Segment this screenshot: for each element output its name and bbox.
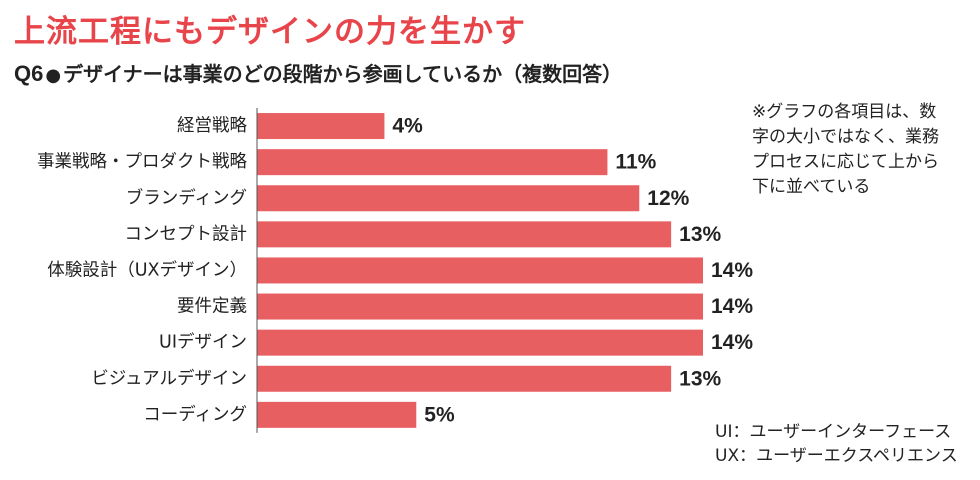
bar xyxy=(257,329,703,356)
value-label: 13% xyxy=(679,367,721,390)
value-label: 4% xyxy=(392,115,423,138)
bar xyxy=(257,401,417,428)
bar xyxy=(257,293,703,320)
value-label: 14% xyxy=(711,259,753,282)
category-label: 体験設計（UXデザイン） xyxy=(47,259,247,280)
chart-headline: 上流工程にもデザインの力を生かす xyxy=(14,14,526,50)
note-line: ※グラフの各項目は、数 xyxy=(752,102,937,122)
note-line: 字の大小ではなく、業務 xyxy=(752,127,939,147)
bullet-icon: ● xyxy=(45,65,62,86)
bar xyxy=(257,149,608,176)
bar xyxy=(257,185,640,212)
value-label: 13% xyxy=(679,223,721,246)
question-number: Q6 xyxy=(14,61,44,86)
category-label: コンセプト設計 xyxy=(125,224,248,244)
legend-ux-line: UX：ユーザーエクスペリエンス xyxy=(715,446,958,466)
category-label: ビジュアルデザイン xyxy=(91,368,247,389)
value-label: 12% xyxy=(647,187,689,210)
value-label: 14% xyxy=(711,295,753,318)
category-label: 経営戦略 xyxy=(177,116,247,136)
bar xyxy=(257,221,672,248)
category-label: コーディング xyxy=(143,404,247,425)
category-label: ブランディング xyxy=(126,187,247,208)
note-line: プロセスに応じて上から xyxy=(752,152,939,172)
category-label: 要件定義 xyxy=(177,297,247,317)
chart-note: ※グラフの各項目は、数 字の大小ではなく、業務 プロセスに応じて上から 下に並べ… xyxy=(752,100,974,200)
value-label: 11% xyxy=(615,151,656,174)
abbreviation-legend: UI：ユーザーインターフェース UX：ユーザーエクスペリエンス xyxy=(715,420,958,468)
bar xyxy=(257,257,703,284)
question-text: デザイナーは事業のどの段階から参画しているか（複数回答） xyxy=(63,62,623,86)
question-line: Q6 ● デザイナーは事業のどの段階から参画しているか（複数回答） xyxy=(14,58,622,87)
value-label: 14% xyxy=(711,331,753,354)
category-label: UIデザイン xyxy=(159,332,247,353)
category-label: 事業戦略・プロダクト戦略 xyxy=(37,152,247,172)
bar xyxy=(257,113,385,140)
value-label: 5% xyxy=(424,403,455,426)
bar xyxy=(257,365,672,392)
note-line: 下に並べている xyxy=(752,177,871,197)
legend-ui-line: UI：ユーザーインターフェース xyxy=(715,422,952,442)
